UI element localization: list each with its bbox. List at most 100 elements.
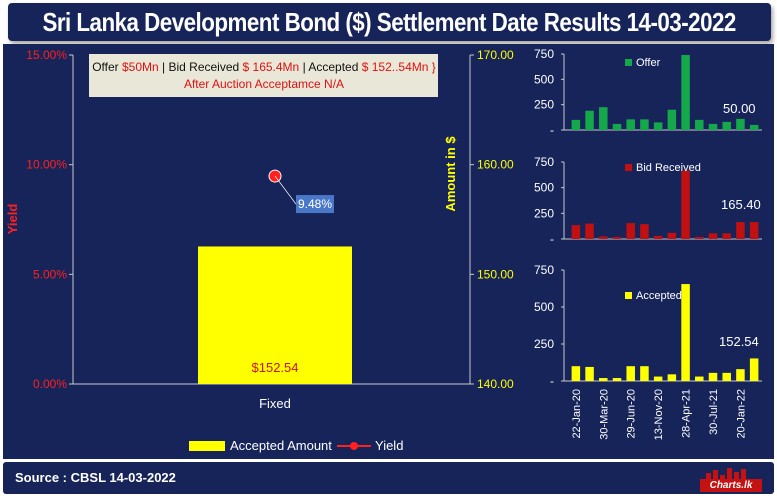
- small-y-tick-label: 250: [534, 206, 554, 220]
- small-bar: [640, 224, 649, 239]
- info-box-line2: After Auction Acceptamce N/A: [184, 77, 344, 91]
- info-box: [89, 54, 438, 97]
- small-chart-2: - 250 500 750 Bid Received 165.40: [534, 155, 762, 246]
- source-text: Source : CBSL 14-03-2022: [15, 470, 176, 485]
- small-legend-label: Accepted: [636, 290, 682, 302]
- main-left-tick-label: 15.00%: [26, 48, 67, 62]
- small-y-tick-label: 500: [534, 72, 554, 86]
- yield-label-leader: [274, 175, 297, 205]
- small-bar: [722, 233, 731, 239]
- small-x-tick-label: 13-Nov-20: [653, 389, 665, 440]
- small-bar: [722, 372, 731, 381]
- small-y-tick-label: -: [550, 232, 554, 246]
- main-right-tick-label: 140.00: [477, 377, 514, 391]
- small-x-tick-label: 22-Jan-20: [571, 389, 583, 439]
- small-bar: [653, 376, 663, 381]
- small-bar: [708, 372, 718, 381]
- small-bar: [599, 236, 608, 239]
- x-category-label: Fixed: [259, 396, 291, 411]
- legend-label-accepted: Accepted Amount: [230, 438, 332, 453]
- small-y-tick-label: -: [550, 123, 554, 137]
- small-last-value-label: 165.40: [721, 197, 761, 212]
- small-bar: [667, 109, 677, 130]
- main-left-tick-label: 0.00%: [33, 377, 67, 391]
- y-axis-title-amount: Amount in $: [443, 136, 458, 212]
- small-bar: [653, 235, 663, 239]
- small-y-tick-label: 250: [534, 337, 554, 351]
- small-bar: [585, 223, 594, 239]
- small-bar: [681, 55, 690, 130]
- small-last-value-label: 50.00: [723, 101, 756, 116]
- small-bar: [695, 236, 704, 239]
- small-bar: [585, 366, 594, 381]
- footer-bar: Source : CBSL 14-03-2022: [3, 462, 774, 494]
- main-left-tick-label: 10.00%: [26, 158, 67, 172]
- chart-title: Sri Lanka Development Bond ($) Settlemen…: [42, 6, 737, 37]
- small-bar: [749, 124, 759, 130]
- small-bar: [736, 369, 745, 381]
- small-bar: [667, 232, 677, 239]
- small-legend-swatch: [625, 292, 632, 299]
- chart-svg: 0.00% 5.00% 10.00% 15.00% 140.00 150.00 160.0…: [5, 47, 762, 453]
- title-bar: Sri Lanka Development Bond ($) Settlemen…: [8, 3, 771, 41]
- small-bar: [626, 119, 635, 130]
- small-bar: [612, 378, 622, 381]
- main-right-tick-label: 170.00: [477, 48, 514, 62]
- charts-lk-logo: Charts.lk: [700, 466, 762, 492]
- yield-data-label: 9.48%: [298, 197, 332, 211]
- small-y-tick-label: 250: [534, 98, 554, 112]
- small-bar: [708, 123, 718, 130]
- small-y-tick-label: 500: [534, 300, 554, 314]
- small-bar: [681, 284, 690, 381]
- small-legend-swatch: [625, 59, 632, 66]
- small-x-tick-label: 30-Mar-20: [598, 389, 610, 440]
- small-bar: [749, 358, 759, 381]
- logo-text: Charts.lk: [700, 479, 762, 492]
- small-y-tick-label: 500: [534, 181, 554, 195]
- info-box-line1: Offer $50Mn | Bid Received $ 165.4Mn | A…: [92, 60, 436, 74]
- main-right-tick-label: 150.00: [477, 267, 514, 281]
- small-bar: [722, 121, 731, 130]
- small-legend-label: Bid Received: [636, 162, 701, 174]
- small-bar: [749, 222, 759, 239]
- small-bar: [612, 123, 622, 130]
- small-bar: [653, 122, 663, 130]
- small-x-tick-label: 20-Jan-22: [735, 389, 747, 439]
- small-bar: [571, 225, 581, 239]
- small-bar: [585, 110, 594, 130]
- small-bar: [708, 233, 718, 239]
- legend-swatch-accepted: [189, 441, 225, 451]
- small-x-tick-label: 29-Jun-20: [626, 389, 638, 439]
- small-bar: [640, 366, 649, 381]
- main-left-tick-label: 5.00%: [33, 267, 67, 281]
- small-x-tick-label: 30-Jul-21: [708, 389, 720, 435]
- main-chart: 0.00% 5.00% 10.00% 15.00% 140.00 150.00 160.0…: [5, 48, 514, 453]
- small-charts: - 250 500 750 Offer 50.00 - 250 500 750 Bid Receiv…: [534, 47, 762, 440]
- small-bar: [640, 119, 649, 130]
- accepted-amount-bar: [198, 246, 352, 384]
- small-y-tick-label: 750: [534, 47, 554, 61]
- small-bar: [626, 223, 635, 239]
- small-legend-swatch: [625, 164, 632, 171]
- small-bar: [571, 366, 581, 381]
- small-bar: [736, 118, 745, 130]
- small-chart-1: - 250 500 750 Offer 50.00: [534, 47, 762, 137]
- main-right-tick-label: 160.00: [477, 158, 514, 172]
- small-y-tick-label: 750: [534, 155, 554, 169]
- logo-bars-icon: [706, 468, 746, 479]
- small-bar: [626, 366, 635, 381]
- small-bar: [667, 374, 677, 381]
- small-bar: [571, 119, 581, 130]
- chart-panel: 0.00% 5.00% 10.00% 15.00% 140.00 150.00 160.0…: [3, 44, 774, 459]
- small-bar: [612, 236, 622, 239]
- small-legend-label: Offer: [636, 57, 661, 69]
- small-y-tick-label: 750: [534, 263, 554, 277]
- y-axis-title-yield: Yield: [5, 204, 20, 235]
- small-x-tick-label: 28-Apr-21: [681, 389, 693, 438]
- yield-data-label-box: [296, 195, 334, 214]
- small-chart-3: - 250 500 750 Accepted 152.54 22-Jan-20 30-Mar-…: [534, 263, 762, 440]
- small-last-value-label: 152.54: [719, 334, 759, 349]
- small-bar: [599, 378, 608, 381]
- small-bar: [681, 170, 690, 239]
- small-bar: [695, 119, 704, 130]
